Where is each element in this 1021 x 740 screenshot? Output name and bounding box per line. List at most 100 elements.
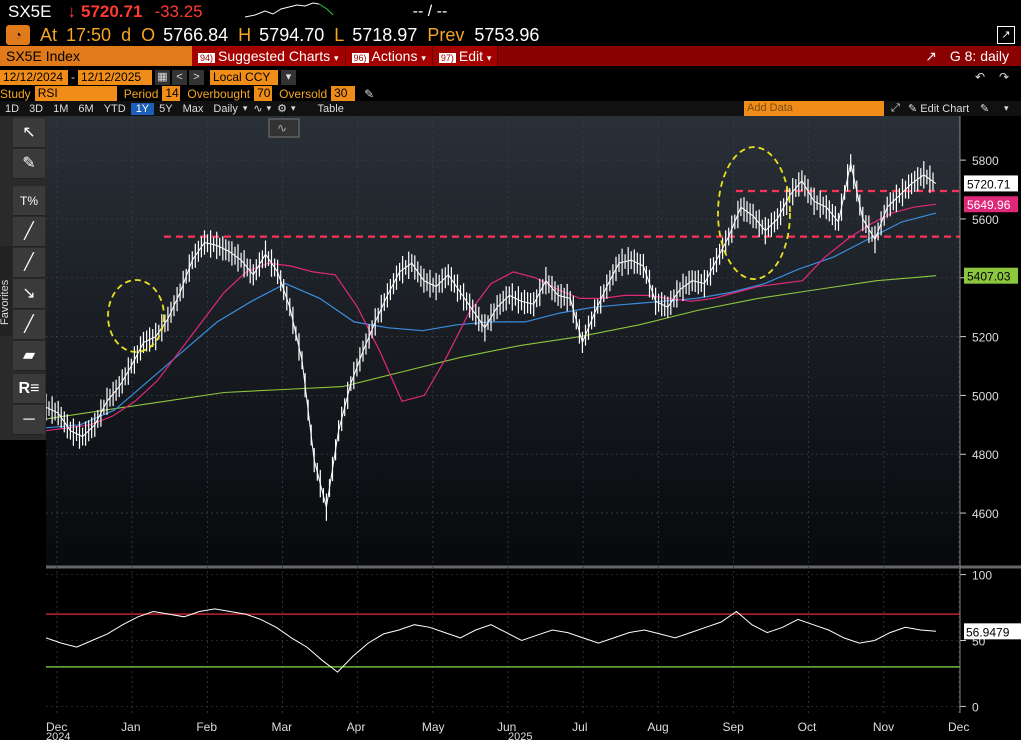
- x-tick-label: Jun: [497, 720, 516, 734]
- x-tick-label: Dec: [948, 720, 969, 734]
- chevron-down-icon: ▾: [486, 53, 492, 63]
- prev-value: 5753.96: [474, 24, 540, 45]
- rsi-y-tick-label: 0: [972, 700, 979, 714]
- undo-icon[interactable]: ↶: [974, 70, 985, 84]
- price-tag-label: 5407.03: [967, 270, 1011, 284]
- oversold-label: Oversold: [279, 86, 328, 101]
- chevron-down-icon[interactable]: ▾: [281, 69, 296, 85]
- study-select[interactable]: RSI: [34, 86, 117, 101]
- gauge-icon[interactable]: ◔: [6, 25, 30, 45]
- arrow-icon[interactable]: ↘: [13, 279, 45, 309]
- overbought-label: Overbought: [187, 86, 251, 101]
- chart-tab-label[interactable]: G 8: daily: [949, 48, 1009, 64]
- price-chart[interactable]: Dec Jan Feb Mar Apr May Jun Jul Aug Sep Oct Nov Dec2…: [46, 116, 1021, 740]
- suggested-charts-menu[interactable]: 94) Suggested Charts ▾: [192, 46, 346, 66]
- rsi-tag: [964, 623, 1021, 640]
- chevron-down-icon[interactable]: ▾: [242, 103, 248, 113]
- oversold-field[interactable]: 30: [331, 86, 356, 101]
- line-icon[interactable]: ╱: [13, 217, 45, 247]
- popout-icon[interactable]: ↗: [997, 26, 1015, 44]
- ma-long-line: [46, 275, 937, 420]
- prev-icon[interactable]: <: [172, 69, 187, 85]
- quote-time: 17:50: [66, 24, 112, 45]
- multi-line-icon[interactable]: ╱: [13, 248, 45, 278]
- highlight-ellipse: [107, 279, 165, 353]
- overbought-field[interactable]: 70: [254, 86, 273, 101]
- text-icon[interactable]: R≡: [13, 374, 45, 404]
- year-label: 2024: [46, 731, 70, 740]
- price-tag: [964, 196, 1018, 213]
- chevron-down-icon[interactable]: ▾: [266, 103, 272, 113]
- pen-icon[interactable]: ✎: [364, 86, 375, 101]
- ma-short-line: [46, 203, 937, 432]
- percent-icon[interactable]: T%: [13, 186, 45, 216]
- favorites-label: Favorites: [0, 279, 11, 325]
- period-1y[interactable]: 1Y: [130, 102, 155, 115]
- x-tick-label: Dec: [46, 720, 67, 734]
- edit-chart-button[interactable]: ✎ Edit Chart: [908, 102, 969, 115]
- x-tick-label: Oct: [798, 720, 817, 734]
- menu-number: 96): [351, 53, 369, 63]
- zoom-icon[interactable]: ⤢: [891, 102, 900, 114]
- price-change: -33.25: [154, 2, 203, 21]
- d-label: d: [121, 24, 132, 45]
- x-tick-label: Jan: [121, 720, 140, 734]
- period-max[interactable]: Max: [182, 102, 204, 115]
- chart-marks: [46, 146, 960, 673]
- channel-icon[interactable]: ▰: [13, 341, 45, 371]
- chart-type-icon[interactable]: ∿: [253, 103, 263, 115]
- highlight-ellipse: [717, 146, 791, 280]
- frequency-select[interactable]: Daily: [213, 102, 238, 115]
- period-5y[interactable]: 5Y: [159, 102, 173, 115]
- price-line: [46, 162, 937, 508]
- pencil-icon[interactable]: ✎: [13, 149, 45, 179]
- down-arrow-icon: ↓: [67, 2, 76, 21]
- rsi-y-tick-label: 100: [972, 569, 992, 583]
- actions-menu[interactable]: 96) Actions ▾: [345, 46, 433, 66]
- table-button[interactable]: Table: [317, 102, 344, 115]
- menu-label: Suggested Charts: [218, 48, 331, 64]
- next-icon[interactable]: >: [189, 69, 204, 85]
- study-label: Study: [0, 86, 31, 101]
- axis-labels: Dec Jan Feb Mar Apr May Jun Jul Aug Sep Oct Nov Dec2…: [46, 116, 1021, 740]
- divider-icon[interactable]: ─: [13, 405, 45, 435]
- launch-icon[interactable]: ↗: [925, 47, 937, 64]
- chevron-down-icon: ▾: [333, 53, 339, 63]
- rsi-tag-label: 56.9479: [966, 625, 1010, 639]
- start-date-field[interactable]: 12/12/2024: [0, 69, 68, 85]
- y-tick-label: 5600: [972, 213, 999, 227]
- add-data-input[interactable]: Add Data: [744, 101, 884, 116]
- high-label: H: [238, 24, 252, 45]
- trend-icon[interactable]: ╱: [13, 310, 45, 340]
- period-ytd[interactable]: YTD: [103, 102, 126, 115]
- edit-menu[interactable]: 97) Edit ▾: [432, 46, 499, 66]
- currency-select[interactable]: Local CCY: [210, 69, 278, 85]
- menu-number: 97): [438, 53, 456, 63]
- edit-icon[interactable]: ✎: [980, 103, 990, 115]
- y-tick-label: 4800: [972, 448, 999, 462]
- calendar-icon[interactable]: ▦: [155, 69, 170, 85]
- period-1m[interactable]: 1M: [53, 102, 69, 115]
- x-tick-label: Aug: [647, 720, 668, 734]
- edit-chart-icon: ✎: [908, 103, 918, 115]
- chart-mini-icon[interactable]: [268, 118, 300, 138]
- chart-background: [46, 116, 960, 566]
- redo-icon[interactable]: ↷: [998, 70, 1009, 84]
- period-field[interactable]: 14: [162, 86, 181, 101]
- chevron-down-icon[interactable]: ▾: [291, 103, 296, 113]
- end-date-field[interactable]: 12/12/2025: [78, 69, 152, 85]
- cursor-icon[interactable]: ↖: [13, 118, 45, 148]
- x-tick-label: Mar: [272, 720, 293, 734]
- period-1d[interactable]: 1D: [5, 102, 20, 115]
- ticker[interactable]: SX5E: [8, 2, 52, 21]
- period-3d[interactable]: 3D: [29, 102, 44, 115]
- settings-icon[interactable]: ⚙: [277, 103, 288, 115]
- low-label: L: [334, 24, 345, 45]
- period-6m[interactable]: 6M: [78, 102, 94, 115]
- chevron-down-icon[interactable]: ▾: [1004, 103, 1009, 113]
- favorites-tab[interactable]: Favorites: [0, 246, 12, 336]
- security-title[interactable]: SX5E Index: [0, 46, 192, 66]
- x-tick-label: Sep: [723, 720, 745, 734]
- x-tick-label: May: [422, 720, 445, 734]
- x-tick-label: Nov: [873, 720, 894, 734]
